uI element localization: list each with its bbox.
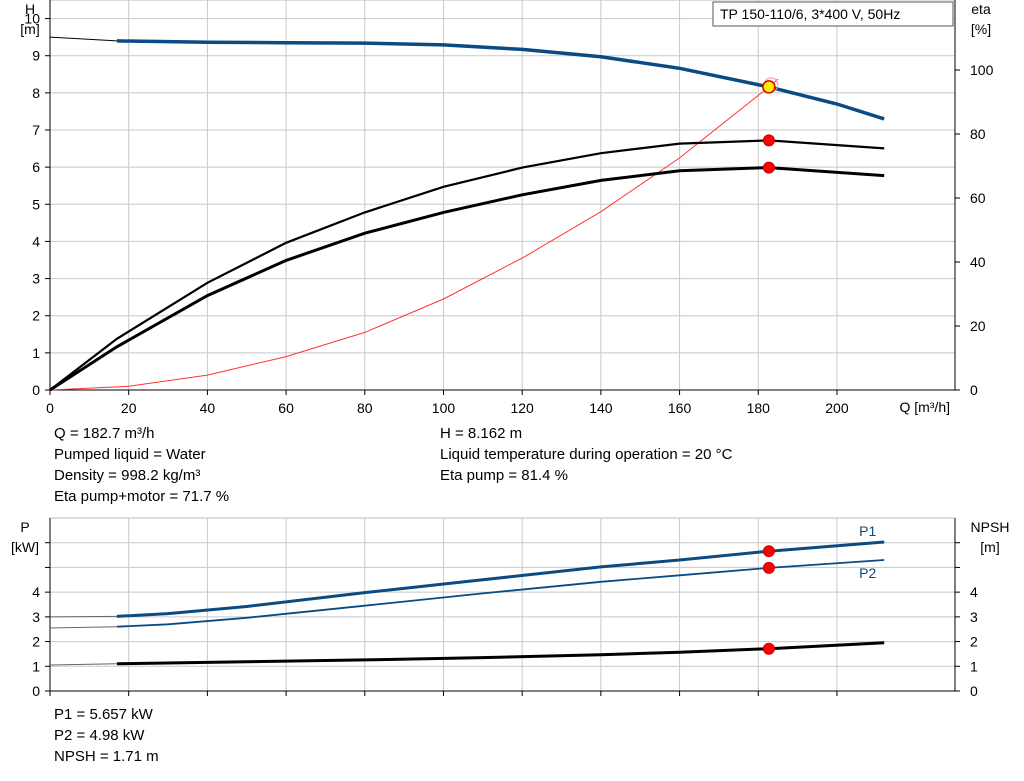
power-y-tick-label: 0 [32, 683, 40, 699]
head-x-tick-label: 80 [357, 400, 373, 416]
eta-y-tick-label: 20 [970, 318, 986, 334]
head-x-tick-label: 200 [825, 400, 849, 416]
head-y-tick-label: 9 [32, 48, 40, 64]
head-info-right: H = 8.162 m Liquid temperature during op… [440, 423, 732, 486]
head-x-tick-label: 140 [589, 400, 613, 416]
head-y-axis-unit: [m] [20, 21, 39, 37]
info-eta-pump: Eta pump = 81.4 % [440, 467, 568, 484]
power-y-tick-label: 4 [32, 584, 40, 600]
npsh-y-tick-label: 4 [970, 584, 978, 600]
p2-extension-curve [49, 626, 117, 629]
eta-y-tick-label: 60 [970, 190, 986, 206]
head-y-tick-label: 10 [24, 11, 40, 27]
duty-point-power-0 [762, 545, 775, 558]
power-info-left: P1 = 5.657 kW P2 = 4.98 kW NPSH = 1.71 m [54, 704, 159, 767]
head-x-tick-label: 180 [747, 400, 771, 416]
head-y-tick-label: 4 [32, 233, 40, 249]
info-eta-pump-motor: Eta pump+motor = 71.7 % [54, 488, 230, 505]
head-curve [116, 39, 885, 121]
p2-curve [116, 559, 885, 628]
duty-point-eta-2 [762, 161, 775, 174]
info-head: H = 8.162 m [440, 425, 523, 442]
duty-point-power-2 [762, 642, 775, 655]
head-x-axis-label: Q [m³/h] [899, 399, 950, 415]
eta-y-axis-unit: [%] [971, 21, 991, 37]
eta-y-tick-label: 0 [970, 382, 978, 398]
npsh-y-axis-label: NPSH [971, 519, 1010, 535]
head-y-tick-label: 6 [32, 159, 40, 175]
p1-series-label: P1 [859, 523, 876, 539]
eta-y-axis-label: eta [971, 1, 991, 17]
duty-point-eta-1 [762, 134, 775, 147]
head-x-tick-label: 40 [200, 400, 216, 416]
head-x-tick-label: 100 [432, 400, 456, 416]
head-plot-area [49, 0, 956, 391]
head-y-tick-label: 8 [32, 85, 40, 101]
head-curve-extension [49, 36, 117, 42]
info-liquid: Pumped liquid = Water [54, 446, 206, 463]
npsh-y-tick-label: 0 [970, 683, 978, 699]
eta-pump-curve [49, 139, 885, 391]
npsh-y-tick-label: 2 [970, 634, 978, 650]
head-y-tick-label: 0 [32, 382, 40, 398]
p1-extension-curve [49, 615, 117, 618]
npsh-curve [116, 641, 885, 666]
head-y-tick-label: 3 [32, 271, 40, 287]
head-y-tick-label: 5 [32, 196, 40, 212]
info-p1: P1 = 5.657 kW [54, 706, 153, 723]
head-info-left: Q = 182.7 m³/h Pumped liquid = Water Den… [54, 423, 229, 507]
power-y-tick-label: 1 [32, 658, 40, 674]
pump-model-box [712, 1, 954, 27]
info-flow: Q = 182.7 m³/h [54, 425, 155, 442]
head-y-tick-label: 1 [32, 345, 40, 361]
power-plot-area [49, 517, 956, 692]
info-npsh: NPSH = 1.71 m [54, 748, 159, 765]
duty-point-head [762, 80, 776, 94]
info-p2: P2 = 4.98 kW [54, 727, 145, 744]
info-density: Density = 998.2 kg/m³ [54, 467, 201, 484]
system-curve [49, 78, 779, 391]
npsh-y-tick-label: 1 [970, 658, 978, 674]
head-x-tick-label: 20 [121, 400, 137, 416]
head-x-tick-label: 120 [510, 400, 534, 416]
info-temperature: Liquid temperature during operation = 20… [440, 446, 733, 463]
pump-model-label: TP 150-110/6, 3*400 V, 50Hz [720, 6, 900, 22]
head-y-axis-label: H [25, 1, 35, 17]
head-x-tick-label: 60 [278, 400, 294, 416]
head-y-tick-label: 7 [32, 122, 40, 138]
eta-pump-motor-curve [49, 166, 885, 392]
power-y-axis-unit: [kW] [11, 539, 39, 555]
head-x-tick-label: 0 [46, 400, 54, 416]
p2-series-label: P2 [859, 565, 876, 581]
power-y-tick-label: 2 [32, 634, 40, 650]
eta-y-tick-label: 80 [970, 126, 986, 142]
npsh-y-tick-label: 3 [970, 609, 978, 625]
power-y-tick-label: 3 [32, 609, 40, 625]
head-y-tick-label: 2 [32, 308, 40, 324]
eta-y-tick-label: 100 [970, 62, 994, 78]
power-y-axis-label: P [20, 519, 29, 535]
npsh-extension-curve [49, 663, 117, 666]
head-x-tick-label: 160 [668, 400, 692, 416]
npsh-y-axis-unit: [m] [980, 539, 999, 555]
p1-curve [116, 540, 885, 618]
eta-y-tick-label: 40 [970, 254, 986, 270]
duty-point-power-1 [762, 561, 775, 574]
